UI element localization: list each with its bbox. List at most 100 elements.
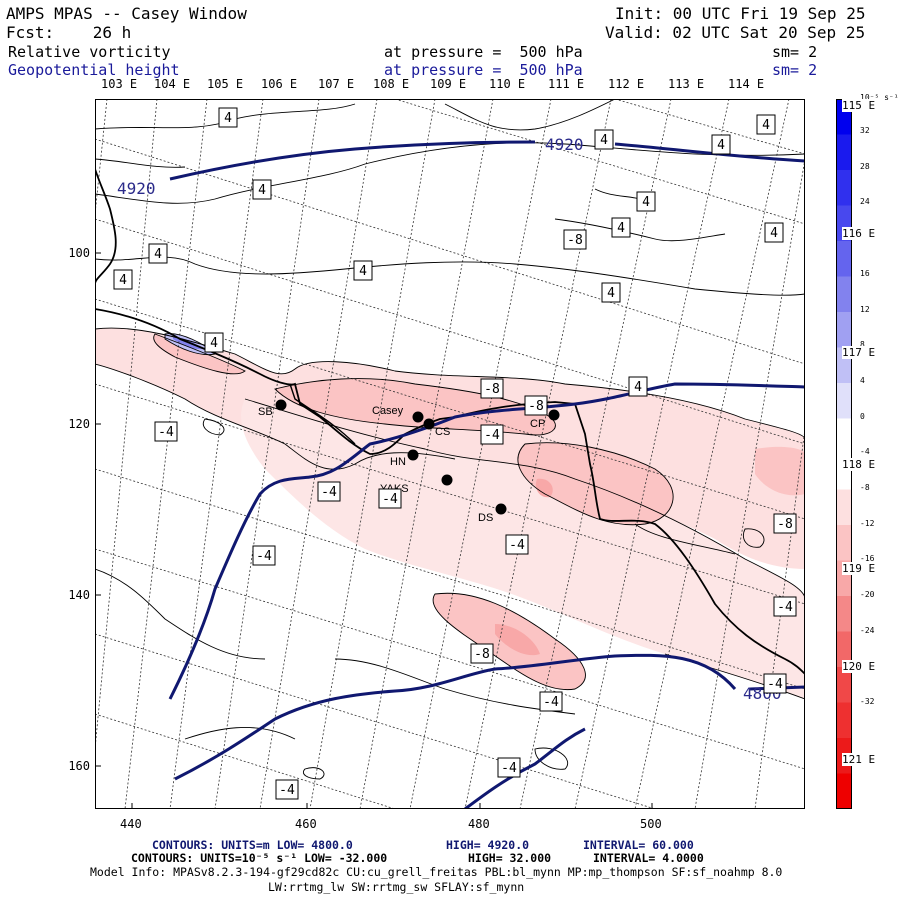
footer-height-interval: INTERVAL= 60.000: [583, 838, 694, 852]
svg-text:4: 4: [258, 183, 266, 198]
colorbar-swatch: [836, 276, 852, 313]
station-label-sb: SB: [258, 406, 273, 418]
svg-text:4: 4: [634, 380, 642, 395]
contour-label-box: 4: [148, 243, 168, 264]
y-axis-label: 100: [68, 246, 90, 260]
field2-smoothing: sm= 2: [772, 61, 818, 79]
svg-text:-4: -4: [777, 600, 793, 615]
svg-text:-4: -4: [321, 485, 337, 500]
svg-text:-8: -8: [777, 517, 793, 532]
lat-label: 121 E: [842, 753, 876, 766]
contour-label-box: 4: [252, 179, 272, 200]
contour-label-box: 4: [636, 191, 656, 212]
svg-text:-8: -8: [528, 399, 544, 414]
lat-label: 117 E: [842, 346, 876, 359]
colorbar: [836, 99, 852, 809]
height-label: 4920: [545, 135, 584, 154]
contour-label-box: 4: [113, 269, 133, 290]
y-axis-label: 140: [68, 588, 90, 602]
colorbar-label: -32: [860, 697, 875, 707]
svg-text:4: 4: [770, 226, 778, 241]
lon-label: 109 E: [430, 77, 467, 91]
svg-text:-4: -4: [279, 783, 295, 798]
svg-text:-4: -4: [543, 695, 559, 710]
contour-label-box: 4: [628, 376, 648, 397]
y-axis-label: 160: [68, 759, 90, 773]
station-markers: [275, 399, 560, 515]
colorbar-units: 10⁻⁵ s⁻¹: [860, 93, 899, 102]
height-label: 4920: [117, 179, 156, 198]
station-dot: [548, 409, 560, 421]
field1-smoothing: sm= 2: [772, 43, 818, 61]
svg-text:4: 4: [210, 336, 218, 351]
svg-text:4: 4: [119, 273, 127, 288]
contour-label-box: -4: [497, 757, 521, 778]
svg-text:-4: -4: [484, 428, 500, 443]
svg-text:4: 4: [642, 195, 650, 210]
lon-label: 112 E: [608, 77, 645, 91]
colorbar-label: -24: [860, 625, 875, 635]
contour-label-box: -4: [505, 534, 529, 555]
field1-level: at pressure = 500 hPa: [384, 43, 583, 61]
svg-text:-4: -4: [256, 549, 272, 564]
contour-label-box: -4: [154, 421, 178, 442]
station-dot: [407, 449, 419, 461]
colorbar-swatch: [836, 134, 852, 171]
contour-label-box: -4: [539, 691, 563, 712]
colorbar-swatch: [836, 418, 852, 455]
colorbar-swatch: [836, 312, 852, 348]
svg-text:4: 4: [600, 133, 608, 148]
lat-label: 115 E: [842, 99, 876, 112]
station-dot: [412, 411, 424, 423]
lon-label: 108 E: [373, 77, 410, 91]
y-axis-label: 120: [68, 417, 90, 431]
contour-label-box: -8: [563, 229, 587, 250]
contour-label-box: 4: [204, 332, 224, 353]
colorbar-label: -8: [860, 483, 870, 492]
lat-label: 120 E: [842, 660, 876, 673]
station-label-hn: HN: [390, 456, 406, 468]
footer-vort-interval: INTERVAL= 4.0000: [593, 851, 704, 865]
lon-label: 113 E: [668, 77, 705, 91]
station-dot: [441, 474, 453, 486]
contour-label-box: -4: [763, 673, 787, 694]
lon-label: 103 E: [101, 77, 138, 91]
map-frame: [95, 99, 805, 809]
colorbar-label: 28: [860, 161, 870, 171]
x-axis-label: 480: [468, 817, 490, 831]
footer-vort-units: CONTOURS: UNITS=10⁻⁵ s⁻¹ LOW= -32.000: [131, 851, 388, 865]
lat-label: 119 E: [842, 562, 876, 575]
svg-text:-8: -8: [484, 382, 500, 397]
svg-text:-4: -4: [509, 538, 525, 553]
contour-label-box: -4: [275, 779, 299, 800]
colorbar-swatch: [836, 383, 852, 419]
contour-label-box: -8: [524, 395, 548, 416]
field1-name: Relative vorticity: [8, 43, 171, 61]
contour-label-box: 4: [756, 114, 776, 135]
station-dot: [423, 418, 435, 430]
colorbar-swatch: [836, 525, 852, 561]
station-label-cp: CP: [530, 418, 545, 430]
lon-label: 106 E: [261, 77, 298, 91]
station-dot: [275, 399, 287, 411]
station-label-ds: DS: [478, 512, 493, 524]
lat-label: 116 E: [842, 227, 876, 240]
contour-label-box: 4: [353, 260, 373, 281]
contour-label-box: -8: [470, 643, 494, 664]
x-axis-label: 440: [120, 817, 142, 831]
svg-text:4: 4: [154, 247, 162, 262]
colorbar-label: 4: [860, 375, 865, 385]
model-title: AMPS MPAS -- Casey Window: [6, 4, 247, 23]
contour-label-box: 4: [601, 282, 621, 303]
colorbar-swatch: [836, 170, 852, 206]
svg-text:-8: -8: [567, 233, 583, 248]
colorbar-label: 24: [860, 197, 870, 207]
colorbar-label: 16: [860, 268, 870, 278]
colorbar-swatch: [836, 489, 852, 526]
contour-label-box: -4: [480, 424, 504, 445]
contour-label-box: -4: [773, 596, 797, 617]
colorbar-swatch: [836, 667, 852, 703]
forecast-hour: Fcst: 26 h: [6, 23, 132, 42]
x-axis-label: 460: [295, 817, 317, 831]
lon-label: 107 E: [318, 77, 355, 91]
